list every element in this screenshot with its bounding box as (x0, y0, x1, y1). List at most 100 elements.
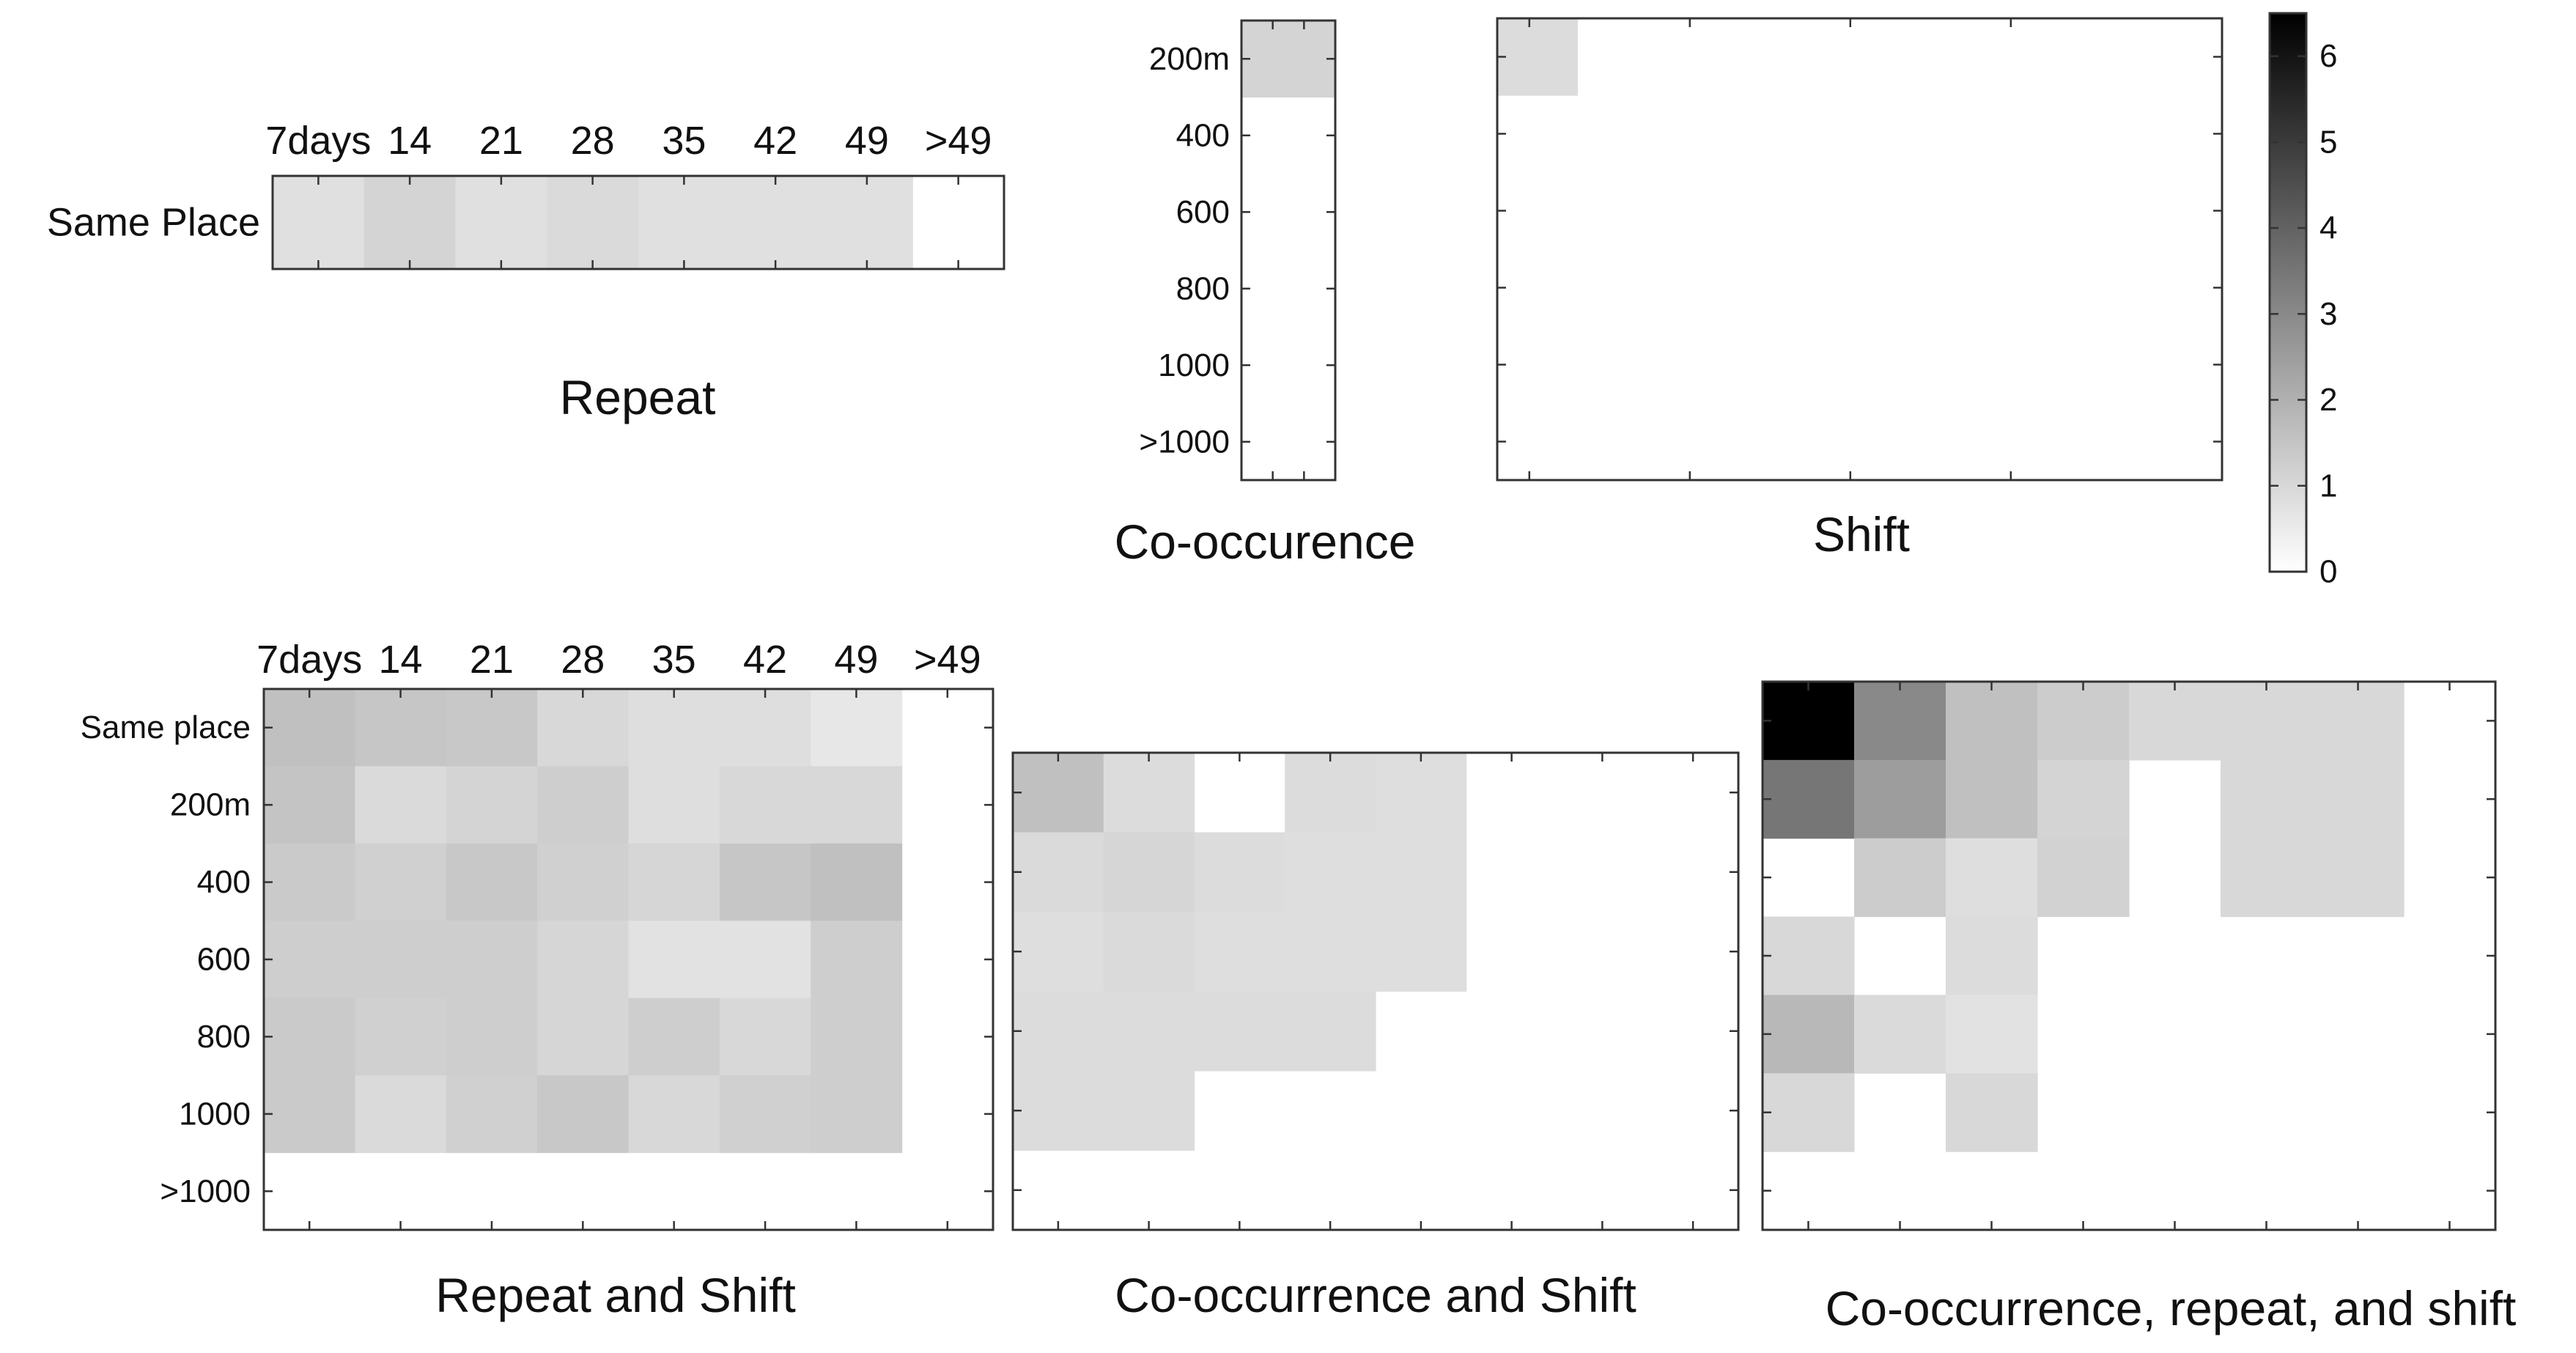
panel-co-occurrence-and-shift: Co-occurrence and Shift (1011, 751, 1740, 1322)
cell-repeat-r0-c3 (547, 176, 639, 270)
cell-repeat-and-shift-r0-c3 (537, 689, 630, 767)
col-label-repeat-and-shift-5: 42 (743, 638, 787, 682)
cell-co-occurrence-repeat-and-shift-r1-c5 (2221, 759, 2313, 839)
col-label-repeat-2: 21 (479, 119, 523, 163)
row-label-repeat-and-shift-1: 200m (170, 787, 251, 823)
cell-co-occurrence-repeat-and-shift-r3-c0 (1763, 916, 1855, 996)
cell-co-occurrence-repeat-and-shift-r2-c1 (1854, 838, 1946, 918)
cell-co-occurrence-repeat-and-shift-r1-c1 (1854, 759, 1946, 839)
cell-repeat-and-shift-r1-c5 (719, 766, 811, 844)
cell-co-occurrence-repeat-and-shift-r0-c3 (2037, 682, 2130, 761)
col-label-repeat-and-shift-2: 21 (470, 638, 514, 682)
cell-repeat-and-shift-r0-c2 (446, 689, 538, 767)
col-label-repeat-4: 35 (662, 119, 706, 163)
col-label-repeat-and-shift-3: 28 (561, 638, 605, 682)
cell-repeat-and-shift-r3-c5 (719, 921, 811, 999)
colorbar-frame (2268, 12, 2308, 573)
cell-co-occurrence-and-shift-r0-c1 (1103, 753, 1195, 833)
col-label-repeat-and-shift-6: 49 (834, 638, 878, 682)
cell-repeat-and-shift-r5-c0 (264, 1075, 355, 1154)
cell-repeat-and-shift-r2-c2 (446, 843, 538, 921)
cell-co-occurrence-and-shift-r4-c1 (1103, 1071, 1195, 1151)
cell-repeat-and-shift-r5-c6 (811, 1075, 903, 1154)
cell-repeat-and-shift-r5-c4 (628, 1075, 720, 1154)
axes-frame-shift (1496, 17, 2223, 482)
axes-frame-co-occurrence-and-shift (1011, 751, 1740, 1231)
cell-repeat-and-shift-r0-c6 (811, 689, 903, 767)
colorbar-tick-label-4: 4 (2319, 210, 2337, 246)
cell-repeat-r0-c6 (821, 176, 913, 270)
cell-repeat-and-shift-r2-c4 (628, 843, 720, 921)
col-label-repeat-3: 28 (571, 119, 615, 163)
cell-repeat-and-shift-r5-c5 (719, 1075, 811, 1154)
cell-co-occurrence-and-shift-r3-c3 (1285, 991, 1376, 1072)
cell-co-occurrence-repeat-and-shift-r5-c0 (1763, 1073, 1855, 1152)
cell-repeat-and-shift-r1-c4 (628, 766, 720, 844)
cell-co-occurrence-repeat-and-shift-r0-c0 (1763, 682, 1855, 761)
row-label-co-occurrence-0: 200m (1149, 41, 1230, 77)
row-label-repeat-and-shift-5: 1000 (179, 1096, 251, 1132)
cell-co-occurrence-repeat-and-shift-r2-c3 (2037, 838, 2130, 918)
cell-co-occurrence-and-shift-r2-c1 (1103, 912, 1195, 992)
row-label-co-occurrence-4: 1000 (1158, 347, 1230, 383)
panel-title-repeat-and-shift: Repeat and Shift (435, 1268, 796, 1322)
cell-co-occurrence-and-shift-r3-c0 (1013, 991, 1104, 1072)
col-label-repeat-and-shift-1: 14 (379, 638, 423, 682)
cell-co-occurrence-and-shift-r1-c4 (1376, 832, 1467, 913)
col-label-repeat-and-shift-7: >49 (914, 638, 981, 682)
col-label-repeat-1: 14 (388, 119, 432, 163)
cell-repeat-and-shift-r3-c3 (537, 921, 630, 999)
cell-co-occurrence-and-shift-r1-c2 (1194, 832, 1285, 913)
row-label-co-occurrence-5: >1000 (1139, 424, 1230, 460)
cell-repeat-and-shift-r5-c2 (446, 1075, 538, 1154)
cell-repeat-r0-c2 (455, 176, 547, 270)
cell-co-occurrence-repeat-and-shift-r2-c2 (1946, 838, 2038, 918)
row-label-repeat-0: Same Place (47, 201, 260, 245)
cell-repeat-and-shift-r3-c6 (811, 921, 903, 999)
cell-co-occurrence-and-shift-r0-c4 (1376, 753, 1467, 833)
cell-co-occurrence-and-shift-r2-c3 (1285, 912, 1376, 992)
cell-co-occurrence-repeat-and-shift-r5-c2 (1946, 1073, 2038, 1152)
panel-title-repeat: Repeat (560, 370, 716, 424)
axes-frame-co-occurrence (1240, 19, 1337, 482)
row-label-repeat-and-shift-2: 400 (197, 864, 251, 900)
colorbar-tick-label-2: 2 (2319, 382, 2337, 418)
col-label-repeat-and-shift-4: 35 (652, 638, 696, 682)
cell-co-occurrence-and-shift-r1-c3 (1285, 832, 1376, 913)
panel-repeat-and-shift: Same place 200m 400 600 800 1000 >1000 7days 14 2… (81, 638, 994, 1322)
cell-repeat-and-shift-r3-c4 (628, 921, 720, 999)
row-label-co-occurrence-2: 600 (1176, 194, 1230, 230)
cell-repeat-and-shift-r1-c3 (537, 766, 630, 844)
cell-co-occurrence-and-shift-r3-c1 (1103, 991, 1195, 1072)
cell-co-occurrence-repeat-and-shift-r1-c0 (1763, 759, 1855, 839)
cell-repeat-and-shift-r5-c1 (355, 1075, 447, 1154)
cell-co-occurrence-repeat-and-shift-r0-c5 (2221, 682, 2313, 761)
cell-co-occurrence-repeat-and-shift-r2-c6 (2312, 838, 2405, 918)
panel-title-co-occurrence-and-shift: Co-occurrence and Shift (1115, 1268, 1636, 1322)
axes-frame-repeat (271, 174, 1005, 270)
cell-repeat-and-shift-r3-c2 (446, 921, 538, 999)
cell-repeat-r0-c4 (638, 176, 731, 270)
col-label-repeat-7: >49 (925, 119, 992, 163)
colorbar-tick-label-5: 5 (2319, 124, 2337, 160)
cell-repeat-and-shift-r4-c5 (719, 998, 811, 1076)
cell-repeat-and-shift-r1-c1 (355, 766, 447, 844)
panel-title-shift: Shift (1813, 507, 1910, 561)
cell-repeat-and-shift-r1-c0 (264, 766, 355, 844)
cell-repeat-and-shift-r2-c6 (811, 843, 903, 921)
row-label-repeat-and-shift-3: 600 (197, 942, 251, 978)
cell-co-occurrence-repeat-and-shift-r4-c2 (1946, 995, 2038, 1074)
cell-repeat-and-shift-r0-c1 (355, 689, 447, 767)
row-label-repeat-and-shift-0: Same place (81, 709, 251, 745)
cell-co-occurrence-r0-c0 (1241, 21, 1336, 98)
colorbar-gradient (2270, 13, 2306, 572)
cell-co-occurrence-and-shift-r4-c0 (1013, 1071, 1104, 1151)
cell-repeat-and-shift-r4-c4 (628, 998, 720, 1076)
cell-co-occurrence-repeat-and-shift-r4-c0 (1763, 995, 1855, 1074)
row-label-repeat-and-shift-4: 800 (197, 1019, 251, 1055)
cell-co-occurrence-and-shift-r1-c1 (1103, 832, 1195, 913)
cell-repeat-and-shift-r3-c0 (264, 921, 355, 999)
